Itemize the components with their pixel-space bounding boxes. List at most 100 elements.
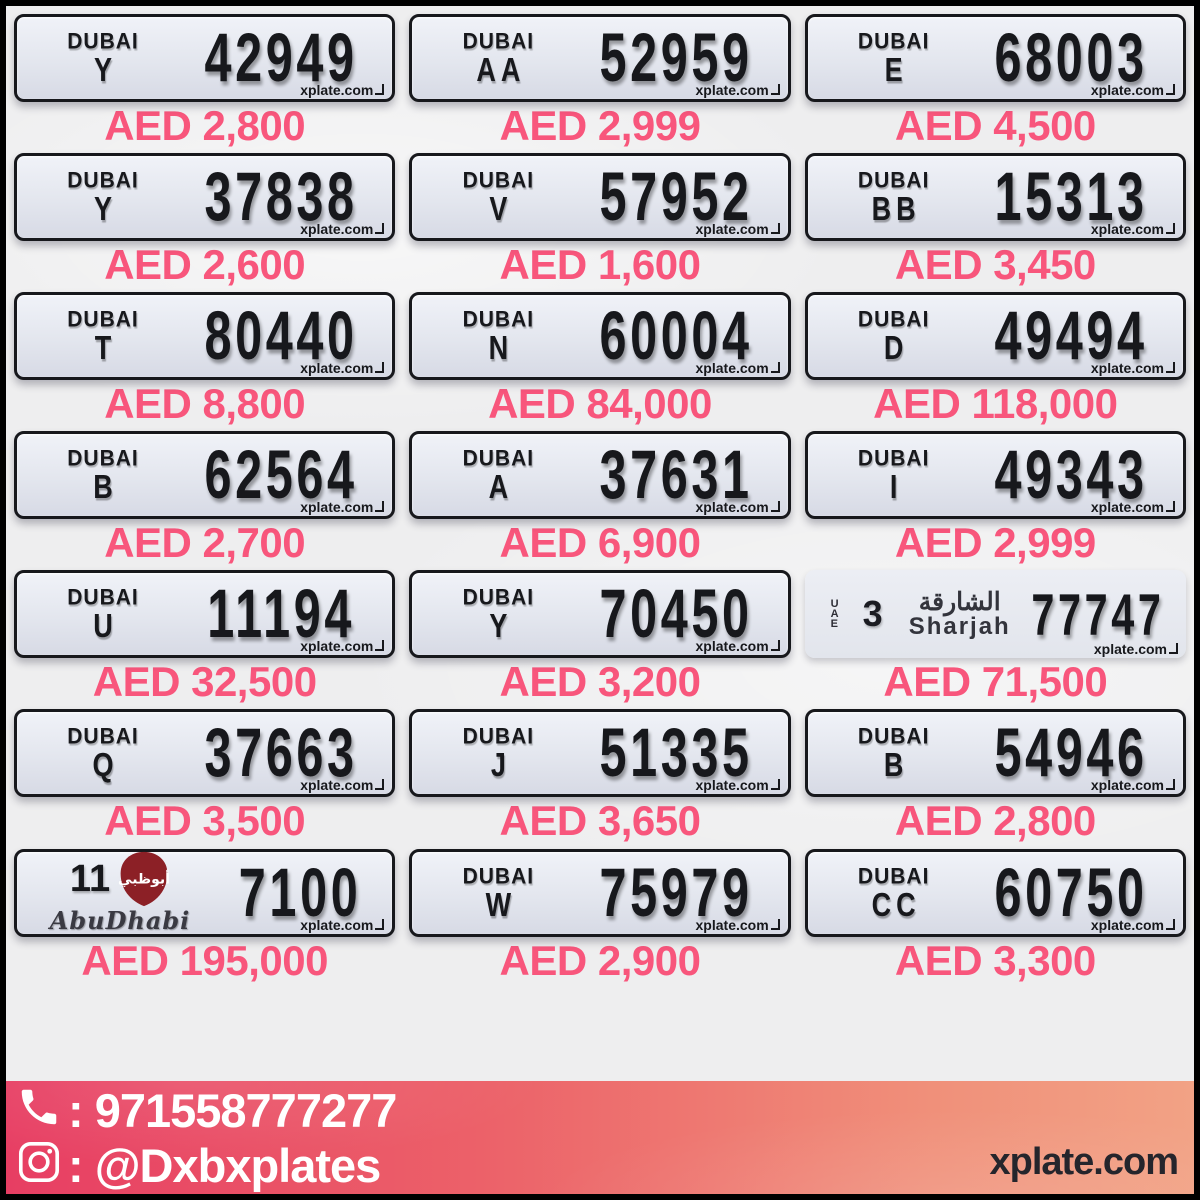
xplate-watermark: xplate.com bbox=[1094, 641, 1178, 657]
plate-price: AED 2,600 bbox=[104, 241, 306, 289]
plate-number: 37631 bbox=[564, 437, 787, 514]
xplate-watermark-text: xplate.com bbox=[1090, 360, 1164, 377]
license-plate-abudhabi: 11 أبوظبي AbuDhabi 7100 xplate.com bbox=[14, 848, 396, 937]
xplate-watermark: xplate.com bbox=[1091, 360, 1175, 376]
dubai-emirate-logo: DUBAI bbox=[462, 29, 535, 54]
plate-number-digits: 60004 bbox=[599, 297, 753, 375]
plate-listing: DUBAI Q 37663 xplate.com AED 3,500 bbox=[14, 709, 396, 843]
watermark-hook-shape bbox=[375, 84, 385, 95]
svg-text:أبوظبي: أبوظبي bbox=[118, 870, 170, 888]
brand-name: xplate.com bbox=[989, 1141, 1179, 1183]
dubai-emirate-logo: DUBAI bbox=[462, 585, 535, 610]
plate-listing: DUBAI U 11194 xplate.com AED 32,500 bbox=[14, 570, 396, 706]
dubai-emirate-logo: DUBAI bbox=[857, 29, 930, 54]
plate-number-digits: 68003 bbox=[994, 19, 1148, 97]
xplate-watermark-text: xplate.com bbox=[695, 916, 769, 933]
uae-label: UAE bbox=[830, 598, 843, 631]
watermark-hook-shape bbox=[770, 362, 780, 374]
plate-price: AED 84,000 bbox=[488, 380, 712, 428]
xplate-watermark: xplate.com bbox=[300, 82, 385, 98]
xplate-watermark-text: xplate.com bbox=[1090, 82, 1164, 98]
watermark-hook-shape bbox=[1166, 918, 1175, 930]
background-spacer bbox=[6, 983, 1194, 1081]
xplate-watermark: xplate.com bbox=[696, 221, 780, 237]
phone-number: : 971558777277 bbox=[68, 1083, 397, 1137]
plate-listing: DUBAI CC 60750 xplate.com AED 3,300 bbox=[804, 848, 1186, 983]
plate-listing: DUBAI Y 42949 xplate.com AED 2,800 bbox=[14, 14, 396, 148]
license-plate-dubai: DUBAI B 54946 xplate.com bbox=[804, 709, 1186, 798]
plate-listing: DUBAI W 75979 xplate.com AED 2,900 bbox=[409, 848, 791, 983]
plate-number-digits: 70450 bbox=[599, 575, 753, 653]
plate-number-code: 11 bbox=[69, 857, 111, 900]
plate-left-block: DUBAI N bbox=[412, 307, 564, 367]
plate-left-block: DUBAI B bbox=[17, 447, 169, 506]
plate-letter-code: D bbox=[883, 329, 909, 367]
license-plate-dubai: DUBAI W 75979 xplate.com bbox=[409, 848, 791, 937]
plate-price: AED 2,999 bbox=[894, 519, 1096, 567]
xplate-watermark-text: xplate.com bbox=[1093, 641, 1167, 658]
plate-number: 80440 bbox=[169, 298, 392, 375]
watermark-hook-shape bbox=[1166, 84, 1175, 95]
plate-letter-code: AA bbox=[476, 51, 526, 89]
xplate-watermark: xplate.com bbox=[696, 917, 780, 933]
plate-listing: DUBAI V 57952 xplate.com AED 1,600 bbox=[409, 153, 791, 287]
plate-number-digits: 7100 bbox=[238, 854, 361, 931]
xplate-watermark: xplate.com bbox=[696, 777, 780, 793]
dubai-emirate-logo: DUBAI bbox=[462, 307, 535, 332]
plate-letter-code: J bbox=[490, 746, 511, 785]
xplate-watermark: xplate.com bbox=[1091, 917, 1175, 933]
dubai-emirate-logo: DUBAI bbox=[857, 863, 930, 889]
plate-left-block: DUBAI Y bbox=[412, 585, 564, 645]
plate-letter-code: V bbox=[489, 190, 513, 228]
instagram-icon bbox=[16, 1139, 62, 1192]
plate-listing: DUBAI J 51335 xplate.com AED 3,650 bbox=[409, 709, 791, 843]
xplate-watermark-text: xplate.com bbox=[300, 499, 374, 516]
plate-price: AED 2,999 bbox=[499, 102, 701, 149]
xplate-watermark-text: xplate.com bbox=[1090, 777, 1164, 794]
plate-price: AED 32,500 bbox=[92, 658, 317, 706]
license-plate-dubai: DUBAI D 49494 xplate.com bbox=[804, 292, 1186, 381]
plate-number: 54946 bbox=[960, 715, 1183, 792]
instagram-row: : @Dxbxplates bbox=[16, 1139, 396, 1192]
plate-listing: UAE 3 الشارقة Sharjah 77747 xplate.com AED 71,… bbox=[804, 570, 1186, 706]
plate-listing: DUBAI B 62564 xplate.com AED 2,700 bbox=[14, 431, 396, 565]
license-plate-dubai: DUBAI Y 37838 xplate.com bbox=[14, 153, 396, 242]
plate-left-block: DUBAI E bbox=[808, 29, 960, 88]
plate-number: 60004 bbox=[564, 298, 787, 375]
abu-dhabi-script-name: AbuDhabi bbox=[49, 906, 191, 936]
plate-left-block: DUBAI CC bbox=[808, 863, 960, 923]
xplate-watermark-text: xplate.com bbox=[1090, 916, 1164, 933]
plate-price: AED 2,800 bbox=[894, 797, 1096, 845]
plate-listing: DUBAI Y 37838 xplate.com AED 2,600 bbox=[14, 153, 396, 289]
dubai-emirate-logo: DUBAI bbox=[67, 724, 139, 750]
xplate-watermark-text: xplate.com bbox=[300, 221, 374, 238]
xplate-watermark-text: xplate.com bbox=[300, 777, 374, 794]
watermark-hook-shape bbox=[1166, 223, 1175, 235]
plate-left-block: DUBAI U bbox=[17, 586, 169, 645]
license-plate-dubai: DUBAI Q 37663 xplate.com bbox=[14, 709, 396, 798]
plate-listing: DUBAI BB 15313 xplate.com AED 3,450 bbox=[804, 153, 1186, 287]
plate-left-block: DUBAI I bbox=[808, 447, 960, 506]
plate-number-digits: 52959 bbox=[599, 19, 753, 97]
plate-listing: DUBAI B 54946 xplate.com AED 2,800 bbox=[804, 709, 1186, 845]
license-plate-dubai: DUBAI Y 70450 xplate.com bbox=[409, 570, 791, 659]
abu-dhabi-shield-icon: أبوظبي bbox=[118, 850, 170, 908]
plate-left-block: DUBAI Q bbox=[17, 724, 169, 784]
plate-letter-code: W bbox=[485, 885, 517, 924]
xplate-watermark: xplate.com bbox=[1091, 777, 1175, 793]
plate-number-digits: 37663 bbox=[204, 715, 358, 792]
plate-price: AED 118,000 bbox=[873, 380, 1118, 428]
xplate-watermark-text: xplate.com bbox=[695, 499, 769, 516]
plate-left-block: DUBAI J bbox=[412, 725, 564, 784]
plate-letter-code: 3 bbox=[862, 593, 883, 635]
watermark-hook-shape bbox=[1166, 501, 1175, 513]
plate-price: AED 71,500 bbox=[883, 658, 1108, 706]
dubai-emirate-logo: DUBAI bbox=[67, 307, 139, 332]
contact-block: : 971558777277 : @Dxbxplates bbox=[6, 1083, 397, 1192]
plate-left-block: DUBAI W bbox=[412, 864, 564, 923]
plate-number-digits: 49494 bbox=[994, 297, 1148, 375]
plate-left-block: DUBAI Y bbox=[17, 168, 169, 227]
plate-number-digits: 80440 bbox=[204, 297, 358, 375]
plate-number: 37838 bbox=[169, 159, 392, 236]
watermark-hook-shape bbox=[1166, 362, 1175, 374]
